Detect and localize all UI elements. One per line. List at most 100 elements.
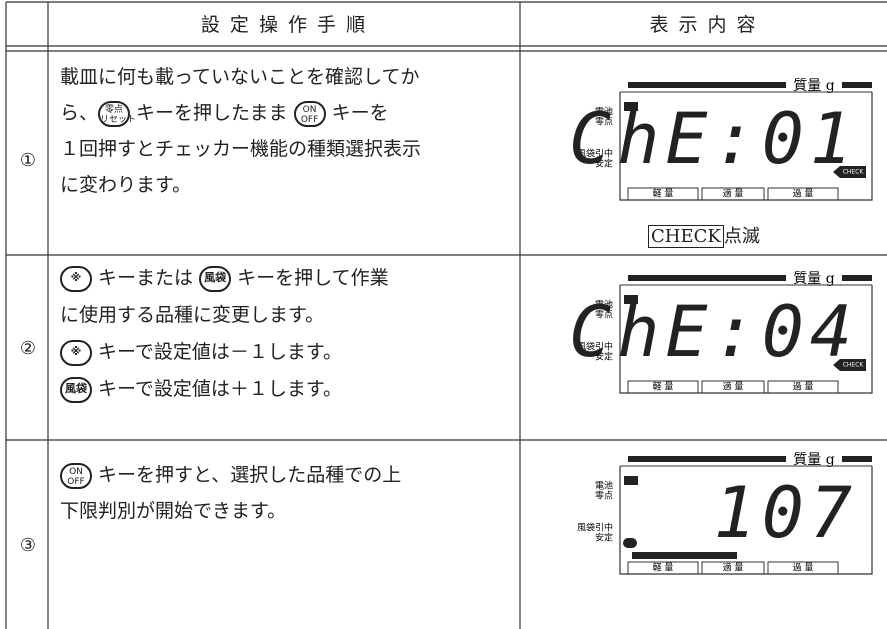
instruction-line: に変わります。 <box>60 170 191 200</box>
header-left: 設 定 操 作 手 順 <box>200 14 368 36</box>
lcd-side-label: 零点 <box>595 310 613 321</box>
display-caption: CHECK 点滅 <box>648 222 760 248</box>
caption-text: 点滅 <box>723 226 760 247</box>
row-number: ① <box>19 150 37 171</box>
lcd-side-label: 風袋引中 <box>577 341 613 353</box>
lcd-side-label: 安定 <box>595 351 613 363</box>
lcd-reading: ChE:04 <box>569 291 858 373</box>
instruction-line: ※ キーまたは 風袋 キーを押して作業 <box>60 263 389 293</box>
table-borders <box>5 1 887 629</box>
header-right: 表 示 内 容 <box>649 14 758 36</box>
instruction-text: キーを押したまま <box>130 102 294 124</box>
lcd-bar <box>628 82 786 88</box>
check-tag <box>833 359 866 371</box>
key-icon: 風袋 <box>60 377 92 403</box>
check-tag <box>833 166 866 178</box>
lcd-zone-label: 適 量 <box>723 381 744 393</box>
key-label: 零点 <box>105 105 124 115</box>
lcd-zone-label: 過 量 <box>793 189 814 200</box>
instruction-text: に使用する品種に変更します。 <box>60 304 325 326</box>
lcd-zone-label: 過 量 <box>793 563 814 574</box>
instruction-text: キーを押すと、選択した品種での上 <box>92 464 402 486</box>
lcd-zone-box <box>701 187 765 201</box>
battery-icon <box>624 476 638 485</box>
lcd-side-label: 風袋引中 <box>577 522 613 534</box>
lcd-zone-label: 軽 量 <box>653 189 674 200</box>
battery-icon <box>624 102 638 111</box>
instruction-line: 下限判別が開始できます。 <box>60 496 286 526</box>
key-icon: ON OFF <box>60 463 92 489</box>
lcd-reading: 107 <box>714 472 858 554</box>
lcd-side-label: 零点 <box>595 117 613 128</box>
lcd-unit: 質量 g <box>793 271 834 287</box>
lcd-side-label: 電池 <box>595 106 613 118</box>
instruction-text: キーを押して作業 <box>231 267 389 289</box>
row-number: ③ <box>19 535 37 556</box>
lcd-unit: 質量 g <box>793 78 834 94</box>
lcd-zone-label: 軽 量 <box>653 382 674 393</box>
lcd-bar <box>842 456 872 462</box>
instruction-line: ら、 零点 リセット キーを押したまま ON OFF キーを <box>60 98 389 128</box>
key-label: OFF <box>67 477 85 487</box>
lcd-zone-label: 適 量 <box>723 188 744 200</box>
key-label: 風袋 <box>204 271 227 284</box>
lcd-zone-box <box>627 187 699 201</box>
instruction-text: キーまたは <box>92 267 200 289</box>
lcd-zone-label: 適 量 <box>723 562 744 574</box>
instruction-text: キーで設定値は＋１します。 <box>92 378 343 400</box>
lcd-side-label: 風袋引中 <box>577 148 613 160</box>
lcd-bar <box>842 82 872 88</box>
lcd-zone-label: 過 量 <box>793 382 814 393</box>
lcd-zone-box <box>627 380 699 394</box>
lcd-zone-box <box>627 561 699 575</box>
instruction-text: 載皿に何も載っていないことを確認してか <box>60 66 420 88</box>
check-tag-label: CHECK <box>843 362 865 369</box>
lcd-bar <box>628 456 786 462</box>
instruction-text: キーで設定値は－１します。 <box>92 341 343 363</box>
lcd-side-label: 電池 <box>595 480 613 492</box>
key-label: OFF <box>300 115 319 125</box>
instruction-line: に使用する品種に変更します。 <box>60 300 324 330</box>
lcd-zone-label: 軽 量 <box>653 563 674 574</box>
row-number: ② <box>19 338 37 359</box>
key-icon: 風袋 <box>199 266 232 292</box>
lcd-side-label: 安定 <box>595 158 613 170</box>
key-icon: ON OFF <box>293 101 326 127</box>
caption-boxed: CHECK <box>648 225 724 248</box>
lcd-zone-box <box>701 380 765 394</box>
instruction-line: 載皿に何も載っていないことを確認してか <box>60 62 419 92</box>
lcd-zone-box <box>701 561 765 575</box>
battery-icon <box>624 295 638 304</box>
key-icon: ※ <box>60 340 92 366</box>
lcd-side-label: 零点 <box>595 491 613 502</box>
instruction-line: 風袋 キーで設定値は＋１します。 <box>60 374 342 404</box>
lcd-side-label: 電池 <box>595 299 613 311</box>
lcd-unit: 質量 g <box>793 452 834 468</box>
key-label: ※ <box>70 271 82 284</box>
bar-graph <box>632 552 737 559</box>
lcd-zone-box <box>767 561 839 575</box>
lcd-side-label: 安定 <box>595 532 613 544</box>
lcd-reading: ChE:01 <box>569 98 858 180</box>
instruction-line: １回押すとチェッカー機能の種類選択表示 <box>60 134 421 164</box>
instruction-text: １回押すとチェッカー機能の種類選択表示 <box>60 138 422 160</box>
instruction-text: キーを <box>325 102 389 124</box>
key-icon: 零点 リセット <box>98 101 137 127</box>
key-label: リセット <box>100 115 137 125</box>
minus-indicator <box>623 538 637 548</box>
key-icon: ※ <box>60 266 92 292</box>
lcd-bar <box>842 275 872 281</box>
check-tag-label: CHECK <box>843 169 865 176</box>
lcd-zone-box <box>767 187 839 201</box>
key-label: 風袋 <box>65 382 87 395</box>
instruction-text: に変わります。 <box>60 174 192 196</box>
instruction-line: ※ キーで設定値は－１します。 <box>60 337 342 367</box>
instruction-text: 下限判別が開始できます。 <box>60 500 287 522</box>
lcd-bar <box>628 275 786 281</box>
key-label: ON <box>302 105 317 115</box>
instruction-text: ら、 <box>60 102 99 124</box>
key-label: ※ <box>70 345 82 358</box>
instruction-line: ON OFF キーを押すと、選択した品種での上 <box>60 460 401 490</box>
lcd-zone-box <box>767 380 839 394</box>
